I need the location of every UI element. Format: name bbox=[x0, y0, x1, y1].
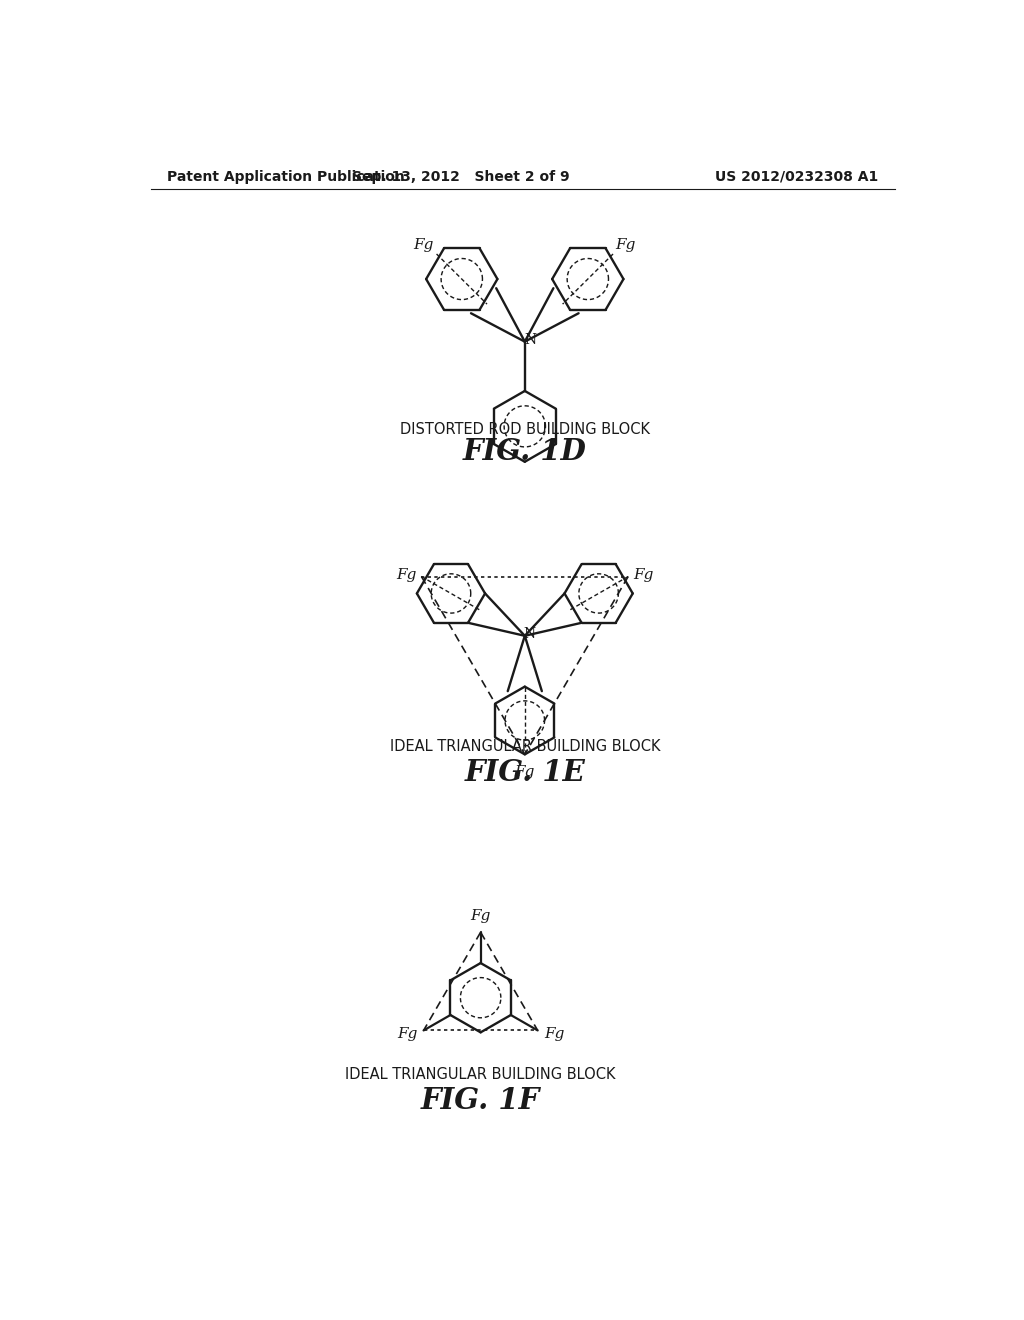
Text: Fg: Fg bbox=[414, 238, 434, 252]
Text: US 2012/0232308 A1: US 2012/0232308 A1 bbox=[715, 170, 879, 183]
Text: Patent Application Publication: Patent Application Publication bbox=[167, 170, 404, 183]
Text: Fg: Fg bbox=[633, 568, 653, 582]
Text: Fg: Fg bbox=[544, 1027, 564, 1041]
Text: FIG. 1E: FIG. 1E bbox=[464, 758, 586, 787]
Text: DISTORTED ROD BUILDING BLOCK: DISTORTED ROD BUILDING BLOCK bbox=[399, 422, 650, 437]
Text: Fg: Fg bbox=[515, 766, 535, 779]
Text: Fg: Fg bbox=[615, 238, 636, 252]
Text: N: N bbox=[524, 333, 537, 347]
Text: IDEAL TRIANGULAR BUILDING BLOCK: IDEAL TRIANGULAR BUILDING BLOCK bbox=[345, 1067, 615, 1082]
Text: Fg: Fg bbox=[396, 568, 417, 582]
Text: N: N bbox=[523, 627, 536, 642]
Text: IDEAL TRIANGULAR BUILDING BLOCK: IDEAL TRIANGULAR BUILDING BLOCK bbox=[389, 739, 660, 754]
Text: Sep. 13, 2012   Sheet 2 of 9: Sep. 13, 2012 Sheet 2 of 9 bbox=[352, 170, 570, 183]
Text: FIG. 1D: FIG. 1D bbox=[463, 437, 587, 466]
Text: FIG. 1F: FIG. 1F bbox=[421, 1085, 541, 1114]
Text: Fg: Fg bbox=[470, 909, 490, 923]
Text: Fg: Fg bbox=[397, 1027, 418, 1041]
